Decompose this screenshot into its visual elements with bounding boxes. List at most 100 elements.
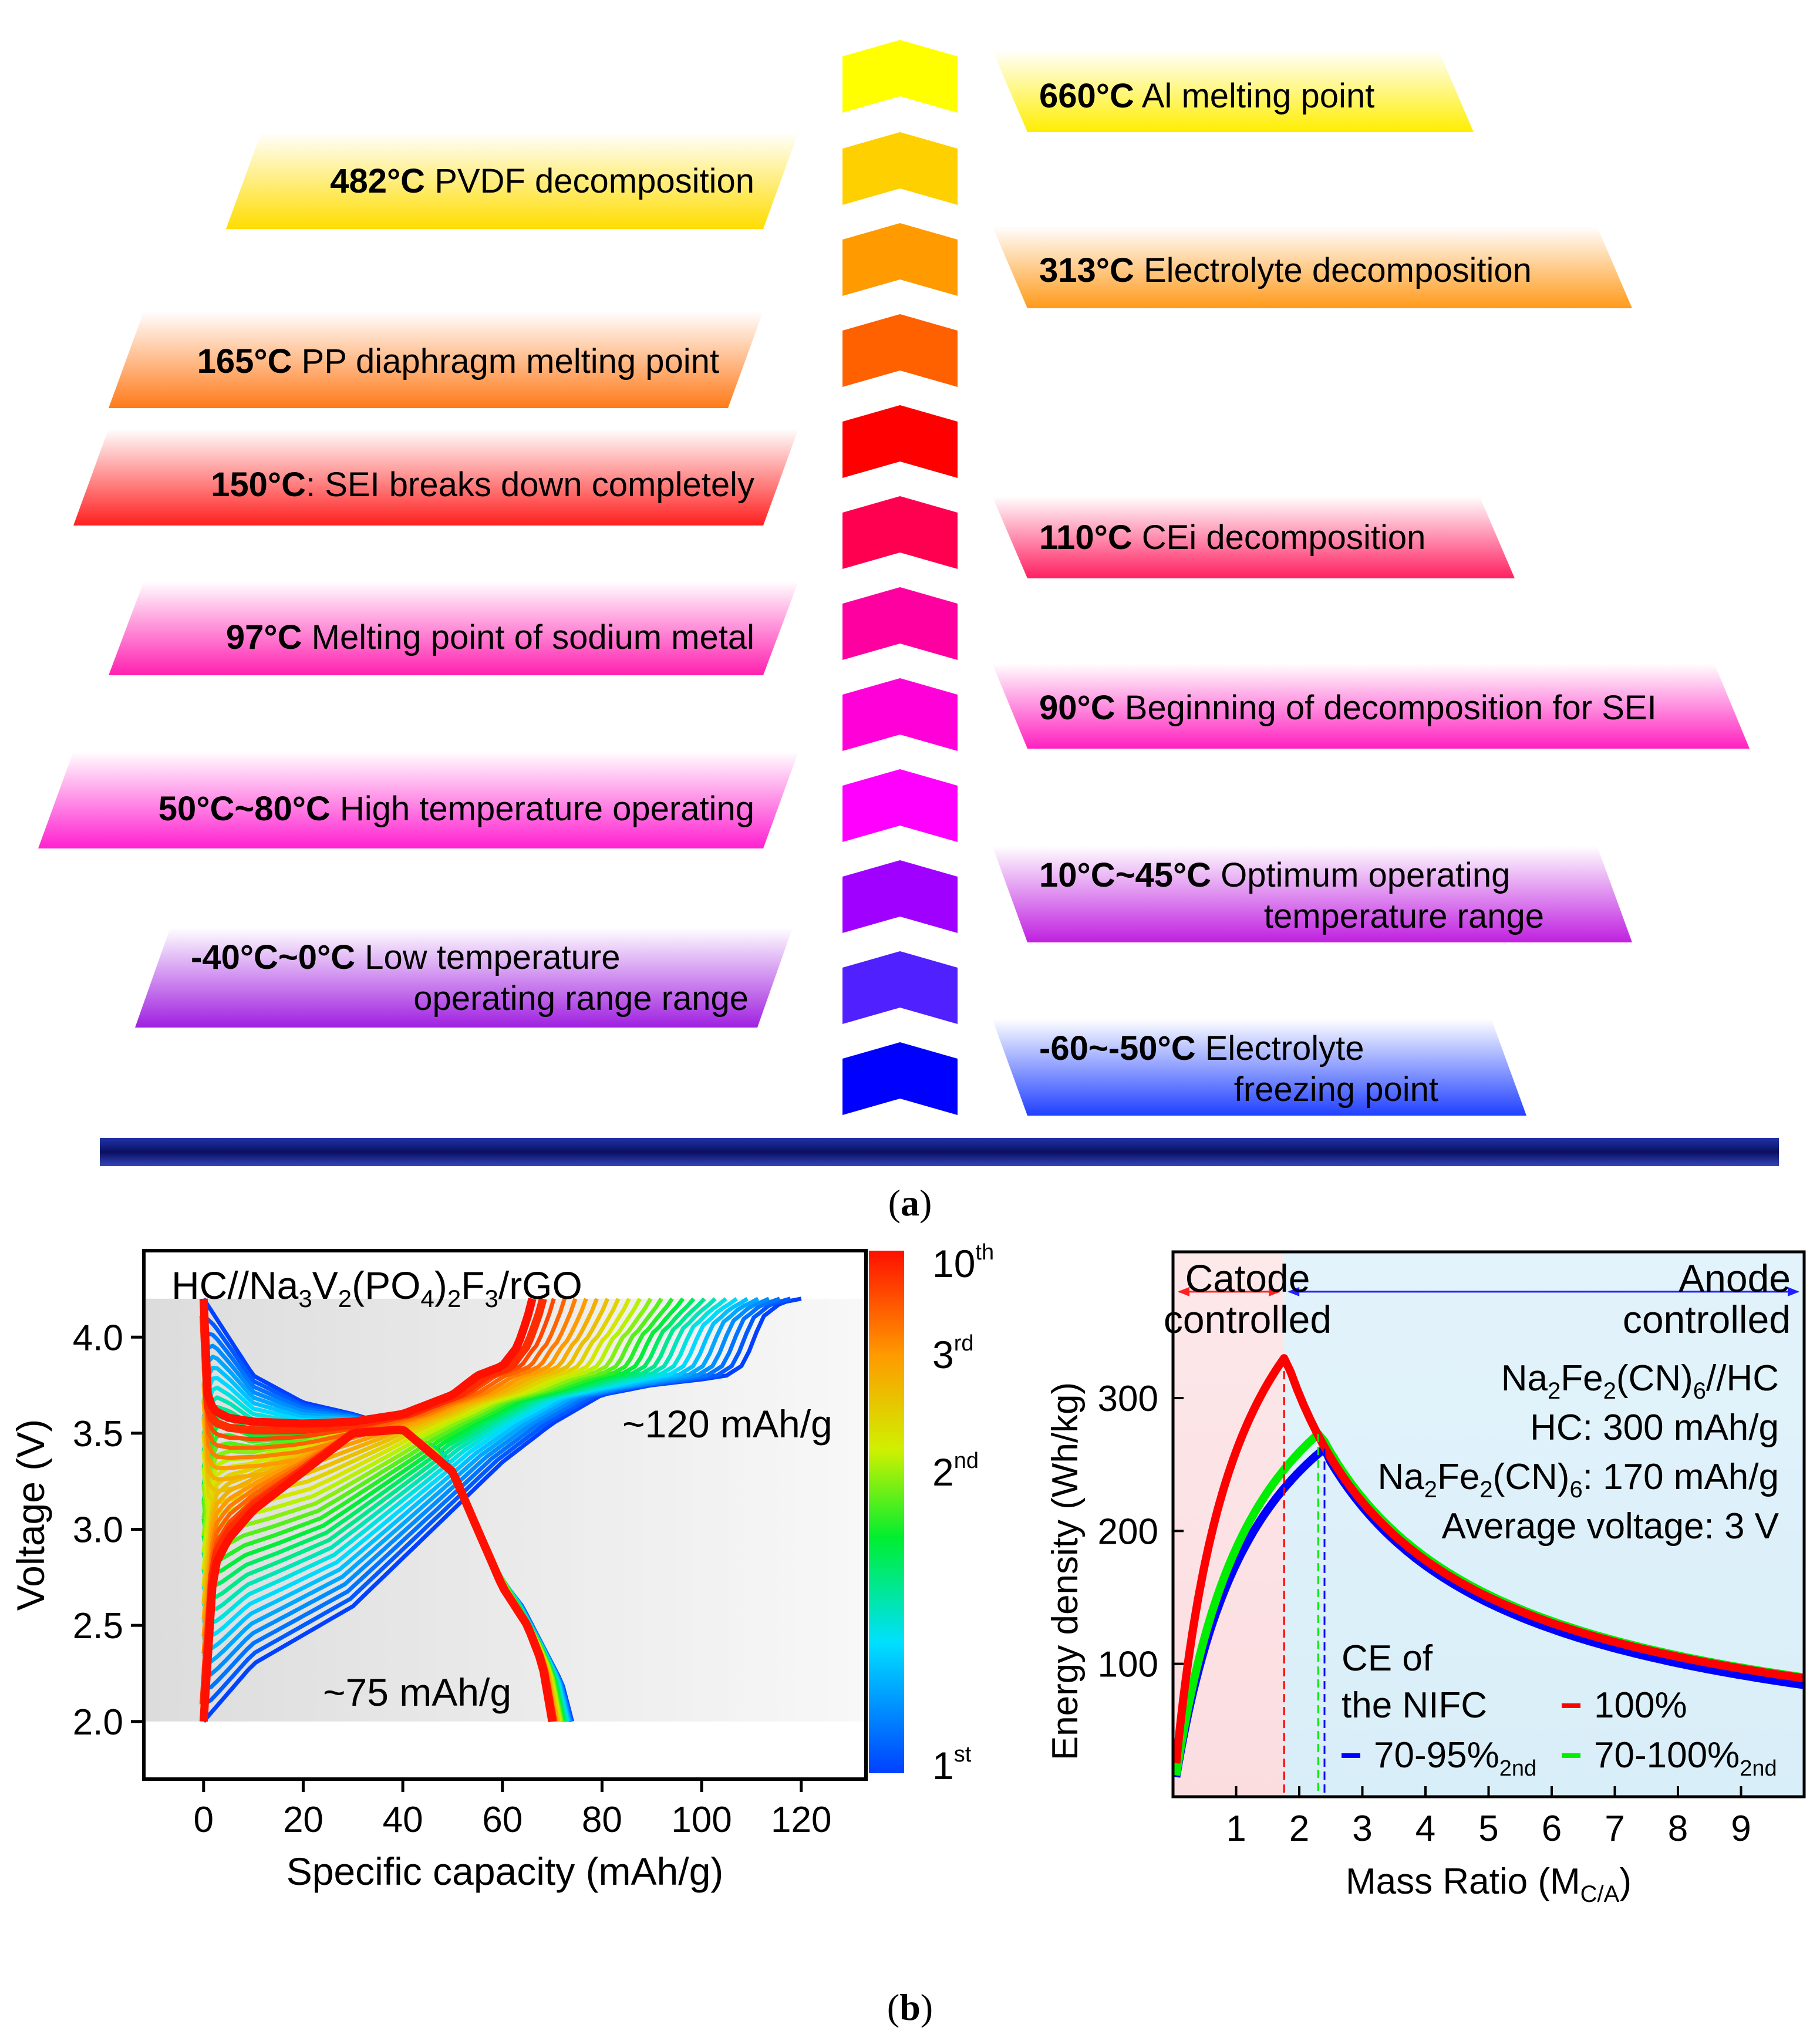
info-text: //HC [1706, 1358, 1779, 1399]
chevron-8 [842, 678, 958, 751]
title-subscript: 3 [298, 1285, 312, 1312]
label-banner [226, 132, 798, 229]
label-desc-2: operating range range [413, 979, 749, 1018]
x-tick-label: 80 [582, 1800, 622, 1840]
x-tick-label: 8 [1668, 1808, 1688, 1849]
colorbar-label-num: 3 [932, 1333, 954, 1376]
y-tick-label: 3.0 [73, 1510, 123, 1551]
label-desc: Beginning of decomposition for SEI [1115, 689, 1657, 727]
x-tick-label: 1 [1226, 1808, 1246, 1849]
x-axis-label-sub: C/A [1580, 1881, 1620, 1907]
charge-curve-cycle [201, 1297, 685, 1575]
label-desc: Optimum operating [1211, 856, 1510, 894]
right-label-2: 313°C Electrolyte decomposition [992, 226, 1632, 308]
info-text: Na [1377, 1457, 1424, 1497]
label-banner [992, 50, 1474, 132]
label-desc-2: freezing point [1234, 1070, 1438, 1109]
legend-sub: 2nd [1740, 1756, 1777, 1781]
y-axis-label: Voltage (V) [9, 1419, 52, 1611]
title-text: /rGO [498, 1264, 582, 1307]
label-banner [135, 928, 793, 1028]
anode-arrow-head [1288, 1286, 1300, 1296]
caption-paren: ) [921, 1986, 933, 2028]
label-desc: High temperature operating [331, 790, 754, 828]
left-label-3: 150°C: SEI breaks down completely [73, 429, 798, 526]
colorbar-label: 3rd [932, 1331, 974, 1376]
anode-label-2: controlled [1623, 1298, 1791, 1341]
right-label-3: 110°C CEi decomposition [992, 496, 1515, 578]
caption-letter: b [899, 1986, 921, 2028]
panel-b-voltage-chart: 0 20 40 60 80 100 120 2.0 2.5 3.0 3.5 4.0 Specific c… [9, 1240, 994, 1893]
anode-label-1: Anode [1679, 1257, 1791, 1300]
x-tick-label: 0 [194, 1800, 214, 1840]
y-tick-label: 2.5 [73, 1606, 123, 1646]
label-banner [992, 846, 1632, 942]
chart-title: HC//Na3V2(PO4)2F3/rGO [171, 1264, 582, 1312]
chevron-1 [842, 40, 958, 113]
energy-curves [1172, 1354, 1805, 1778]
info-sub: 2 [1424, 1477, 1437, 1503]
legend-item: 100% [1562, 1685, 1687, 1726]
x-tick-label: 3 [1352, 1808, 1372, 1849]
info-text: Na [1501, 1358, 1548, 1399]
left-label-2: 165°C PP diaphragm melting point [109, 311, 763, 408]
charge-curve-cycle [201, 1297, 706, 1601]
discharge-curve-cycle [199, 1425, 557, 1722]
info-sub: 2 [1479, 1477, 1492, 1503]
x-tick-label: 20 [283, 1800, 323, 1840]
charge-curve-cycle [199, 1298, 537, 1428]
colorbar-label-sup: th [975, 1240, 994, 1265]
legend-label: 70-100%2nd [1594, 1735, 1777, 1781]
label-text: 110°C CEi decomposition [1039, 518, 1425, 557]
label-temp: 660°C [1039, 77, 1134, 115]
y-tick-label: 2.0 [73, 1702, 123, 1743]
info-text: Fe [1561, 1358, 1603, 1399]
title-subscript: 4 [420, 1285, 434, 1312]
panel-a: 482°C PVDF decomposition 165°C PP diaphra… [38, 40, 1779, 1224]
legend-item: 70-100%2nd [1562, 1735, 1777, 1781]
label-text: 482°C PVDF decomposition [330, 162, 754, 200]
annotation-120: ~120 mAh/g [622, 1402, 833, 1446]
info-sub: 2 [1603, 1378, 1616, 1404]
label-text: 50°C~80°C High temperature operating [159, 790, 754, 828]
label-banner [73, 429, 798, 526]
info-text: HC: 300 mAh/g [1530, 1407, 1779, 1448]
annotation-75: ~75 mAh/g [323, 1670, 511, 1714]
label-text-line2: freezing point [1234, 1070, 1438, 1109]
chevron-4 [842, 314, 958, 387]
label-desc-2: temperature range [1264, 897, 1544, 935]
label-temp: 110°C [1039, 518, 1133, 557]
x-axis-label-text: Mass Ratio (M [1346, 1861, 1580, 1902]
label-banner [992, 496, 1515, 578]
label-temp: 10°C~45°C [1039, 856, 1211, 894]
info-line: Na2Fe2(CN)6//HC [1501, 1358, 1779, 1404]
cathode-arrow-head [1178, 1286, 1189, 1296]
plot-frame [142, 1249, 868, 1781]
label-banner [992, 1019, 1526, 1116]
colorbar-label-num: 10 [932, 1242, 975, 1285]
cathode-label-2: controlled [1164, 1298, 1332, 1341]
chevron-2 [842, 132, 958, 205]
chevron-9 [842, 769, 958, 842]
right-label-1: 660°C Al melting point [992, 50, 1474, 132]
x-tick-label: 9 [1731, 1808, 1751, 1849]
info-line: Na2Fe2(CN)6: 170 mAh/g [1377, 1457, 1779, 1503]
anode-region [1284, 1252, 1804, 1797]
label-text: 90°C Beginning of decomposition for SEI [1039, 689, 1657, 727]
cathode-label-1: Catode [1185, 1257, 1310, 1300]
x-tick-label: 40 [383, 1800, 423, 1840]
label-temp: -40°C~0°C [191, 938, 355, 976]
colorbar-label-num: 1 [932, 1744, 954, 1787]
label-text: 165°C PP diaphragm melting point [197, 342, 719, 380]
label-desc: Melting point of sodium metal [302, 618, 754, 656]
anode-arrow-head [1788, 1286, 1799, 1296]
label-banner [38, 752, 798, 848]
info-line: HC: 300 mAh/g [1530, 1407, 1779, 1448]
title-subscript: 2 [338, 1285, 352, 1312]
label-temp: 90°C [1039, 689, 1115, 727]
colorbar [869, 1251, 904, 1773]
label-temp: 165°C [197, 342, 292, 380]
charge-curve-cycle [201, 1297, 663, 1551]
label-text: 313°C Electrolyte decomposition [1039, 251, 1532, 289]
